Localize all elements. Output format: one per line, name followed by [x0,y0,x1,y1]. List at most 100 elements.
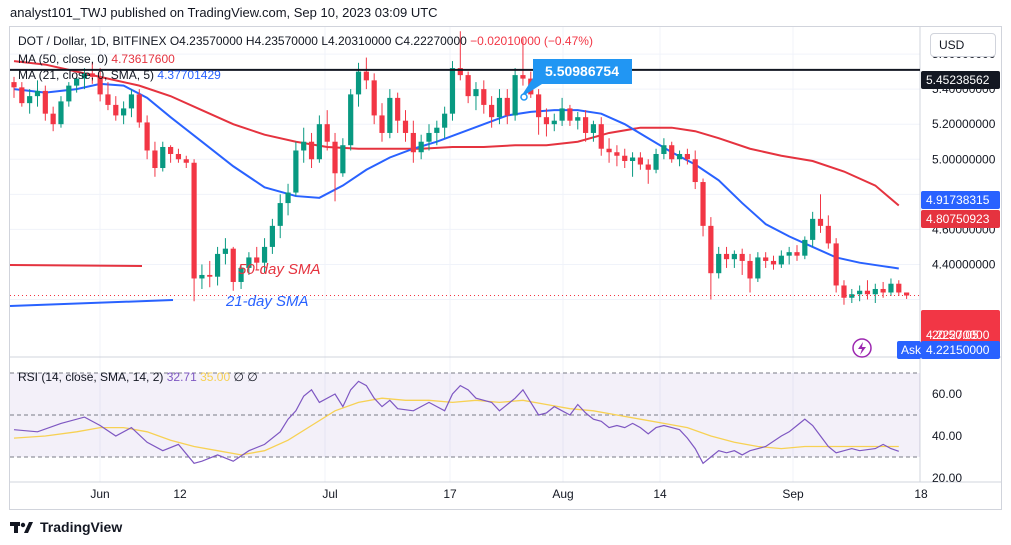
price-tag-ma21: 4.91738315 [926,193,990,207]
candle-body [778,255,784,265]
candle-body [379,115,385,133]
candle-body [363,71,369,81]
rsi-pane [10,372,920,465]
candle [316,115,322,163]
candle-body [794,252,800,256]
candle-body [833,243,839,286]
candle [191,159,197,302]
candle-body [418,141,424,153]
candle [904,292,910,299]
candle [160,141,166,172]
candle-body [332,141,338,174]
candle [426,124,432,151]
candle [888,278,894,296]
ma21-line [13,82,899,270]
candle [238,264,244,289]
price-tag-ma21-bg [921,191,1000,209]
candle-body [34,90,41,97]
candle [34,80,41,107]
candle [246,252,252,275]
currency-button[interactable]: USD [930,33,996,57]
candle [348,89,354,151]
candle [363,57,369,90]
candle [676,150,683,167]
footer-brand-label: TradingView [40,519,123,535]
candle-body [841,285,847,298]
candle [19,82,25,107]
price-tag-ma50-bg [921,210,1000,228]
footer-brand[interactable]: TradingView [10,516,122,538]
candle-body [66,85,72,102]
candle-body [269,225,275,247]
candle [457,31,463,81]
candle-body [348,94,354,146]
rsi-tick-label: 60.00 [932,387,962,401]
candle [661,138,667,160]
candle [731,250,737,268]
candle [543,108,550,137]
price-tag-line-level-bg [921,70,1000,89]
candle-body [543,117,550,125]
candle-body [614,152,620,156]
candle [598,117,604,156]
candle-body [708,225,714,274]
candle [653,148,659,174]
candle [332,132,338,202]
callout-value: 5.50986754 [545,63,619,79]
candle [567,104,573,126]
candle-body [183,159,189,163]
time-label: Jul [322,487,337,501]
candle-body [371,80,377,116]
rsi-tick-label: 20.00 [932,471,962,485]
candle-body [152,150,158,169]
candle-body [144,122,150,151]
lightning-icon[interactable] [852,338,872,358]
candle [622,148,628,169]
candle-body [512,75,518,116]
candle [11,76,17,98]
price-tag-close-bg [921,310,1000,344]
legend-rsi-value: 32.71 [166,370,197,384]
candle [97,68,103,102]
candle [371,73,377,125]
candle [465,71,471,104]
candle [293,141,299,197]
annotations: 50-day SMA 21-day SMA 5.50986754 [9,59,920,358]
candle-body [81,73,88,79]
candle [559,97,565,126]
legend-close: C4.22270000 [394,34,467,48]
candle-body [113,104,119,116]
candle-body [50,113,56,125]
candle-body [817,218,824,226]
candle-body [238,267,244,282]
candle [81,68,88,90]
sma50-annotation: 50-day SMA [238,261,321,278]
candle [285,183,291,216]
candle [786,246,792,265]
price-axis: 5.600000005.400000005.200000005.00000000… [897,47,1000,485]
candle-body [723,253,730,260]
legend-ohlc-row: DOT / Dollar, 1D, BITFINEX O4.23570000 H… [18,33,593,49]
candle [199,264,205,289]
candle [324,110,330,151]
legend-ma21-value: 4.37701429 [157,68,221,82]
candle-body [622,155,628,162]
candle-body [316,124,322,160]
candle-body [770,260,777,265]
candle-body [340,145,346,174]
legend-rsi-row: RSI (14, close, SMA, 14, 2) 32.71 35.00 … [18,369,258,385]
candle-body [395,97,401,121]
candle [308,132,315,169]
moving-averages [13,60,900,270]
legend-high: H4.23570000 [245,34,318,48]
candle [723,246,730,268]
candle [387,89,393,139]
rsi-line [13,380,899,465]
time-label: 17 [443,487,457,501]
time-label: Jun [90,487,109,501]
candle-body [864,290,871,295]
lightning-icon-glyph [858,342,866,355]
candle [113,96,119,121]
candle-body [653,153,659,170]
